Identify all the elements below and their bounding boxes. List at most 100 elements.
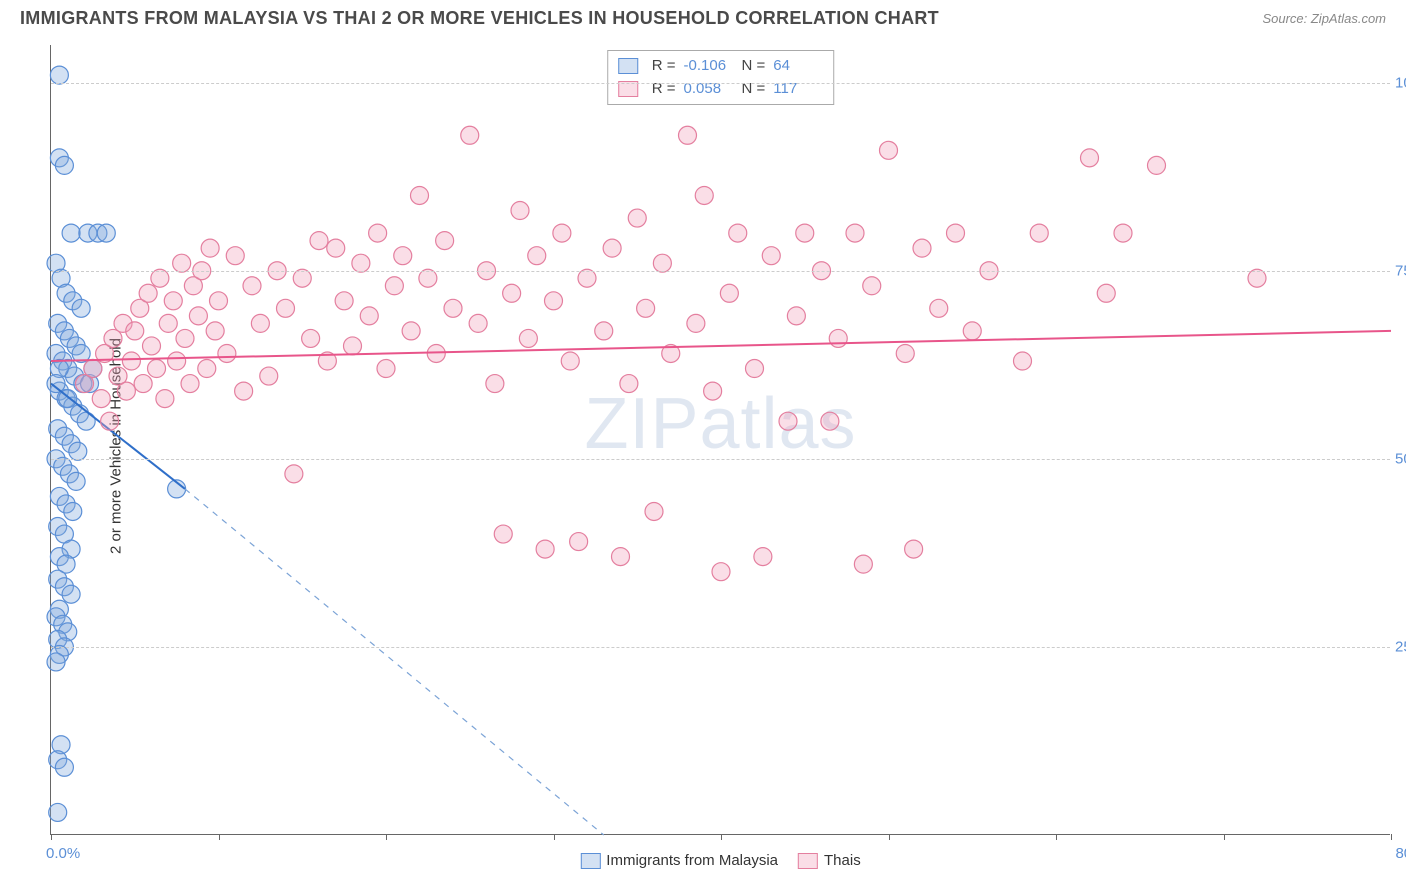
data-point [126, 322, 144, 340]
data-point [821, 412, 839, 430]
x-tick [721, 834, 722, 840]
legend-r-label: R = [652, 78, 676, 101]
data-point [77, 412, 95, 430]
data-point [55, 758, 73, 776]
legend-swatch [618, 58, 638, 74]
chart-header: IMMIGRANTS FROM MALAYSIA VS THAI 2 OR MO… [0, 0, 1406, 33]
data-point [486, 375, 504, 393]
data-point [762, 247, 780, 265]
data-point [210, 292, 228, 310]
gridline [51, 459, 1390, 460]
legend-swatch [580, 853, 600, 869]
data-point [156, 390, 174, 408]
x-tick [386, 834, 387, 840]
data-point [679, 126, 697, 144]
legend-row: R =0.058N =117 [618, 78, 824, 101]
legend-n-value: 64 [773, 55, 823, 78]
x-axis-max-label: 80.0% [1395, 845, 1406, 862]
data-point [469, 314, 487, 332]
data-point [461, 126, 479, 144]
data-point [578, 269, 596, 287]
data-point [50, 66, 68, 84]
series-legend-item: Thais [798, 852, 861, 869]
data-point [637, 299, 655, 317]
data-point [226, 247, 244, 265]
data-point [92, 390, 110, 408]
data-point [101, 412, 119, 430]
data-point [1248, 269, 1266, 287]
data-point [536, 540, 554, 558]
legend-r-label: R = [652, 55, 676, 78]
data-point [201, 239, 219, 257]
data-point [360, 307, 378, 325]
data-point [704, 382, 722, 400]
x-tick [889, 834, 890, 840]
data-point [645, 502, 663, 520]
data-point [1014, 352, 1032, 370]
data-point [198, 360, 216, 378]
x-tick [1056, 834, 1057, 840]
chart-title: IMMIGRANTS FROM MALAYSIA VS THAI 2 OR MO… [20, 8, 939, 29]
data-point [293, 269, 311, 287]
series-legend: Immigrants from Malaysia Thais [580, 852, 860, 869]
data-point [47, 653, 65, 671]
x-tick [1224, 834, 1225, 840]
data-point [168, 352, 186, 370]
x-tick [51, 834, 52, 840]
series-legend-item: Immigrants from Malaysia [580, 852, 778, 869]
data-point [122, 352, 140, 370]
data-point [235, 382, 253, 400]
legend-n-label: N = [742, 55, 766, 78]
data-point [628, 209, 646, 227]
data-point [854, 555, 872, 573]
data-point [62, 585, 80, 603]
data-point [310, 232, 328, 250]
gridline [51, 271, 1390, 272]
data-point [72, 299, 90, 317]
data-point [49, 803, 67, 821]
data-point [511, 202, 529, 220]
data-point [712, 563, 730, 581]
data-point [796, 224, 814, 242]
data-point [1081, 149, 1099, 167]
data-point [139, 284, 157, 302]
data-point [436, 232, 454, 250]
data-point [930, 299, 948, 317]
legend-row: R = -0.106 N = 64 [618, 55, 824, 78]
data-point [69, 442, 87, 460]
data-point [47, 375, 65, 393]
legend-r-value: -0.106 [684, 55, 734, 78]
data-point [206, 322, 224, 340]
legend-r-value: 0.058 [684, 78, 734, 101]
data-point [595, 322, 613, 340]
y-tick-label: 50.0% [1395, 450, 1406, 467]
data-point [394, 247, 412, 265]
data-point [1148, 156, 1166, 174]
data-point [419, 269, 437, 287]
data-point [503, 284, 521, 302]
data-point [67, 472, 85, 490]
data-point [97, 224, 115, 242]
legend-n-label: N = [742, 78, 766, 101]
data-point [335, 292, 353, 310]
data-point [344, 337, 362, 355]
data-point [189, 307, 207, 325]
data-point [62, 224, 80, 242]
data-point [846, 224, 864, 242]
source-attribution: Source: ZipAtlas.com [1262, 11, 1386, 26]
data-point [963, 322, 981, 340]
data-point [829, 329, 847, 347]
y-tick-label: 75.0% [1395, 262, 1406, 279]
data-point [176, 329, 194, 347]
data-point [159, 314, 177, 332]
data-point [787, 307, 805, 325]
data-point [729, 224, 747, 242]
data-point [561, 352, 579, 370]
data-point [117, 382, 135, 400]
trendline [51, 331, 1391, 361]
data-point [519, 329, 537, 347]
data-point [385, 277, 403, 295]
data-point [1030, 224, 1048, 242]
x-tick [219, 834, 220, 840]
data-point [612, 548, 630, 566]
